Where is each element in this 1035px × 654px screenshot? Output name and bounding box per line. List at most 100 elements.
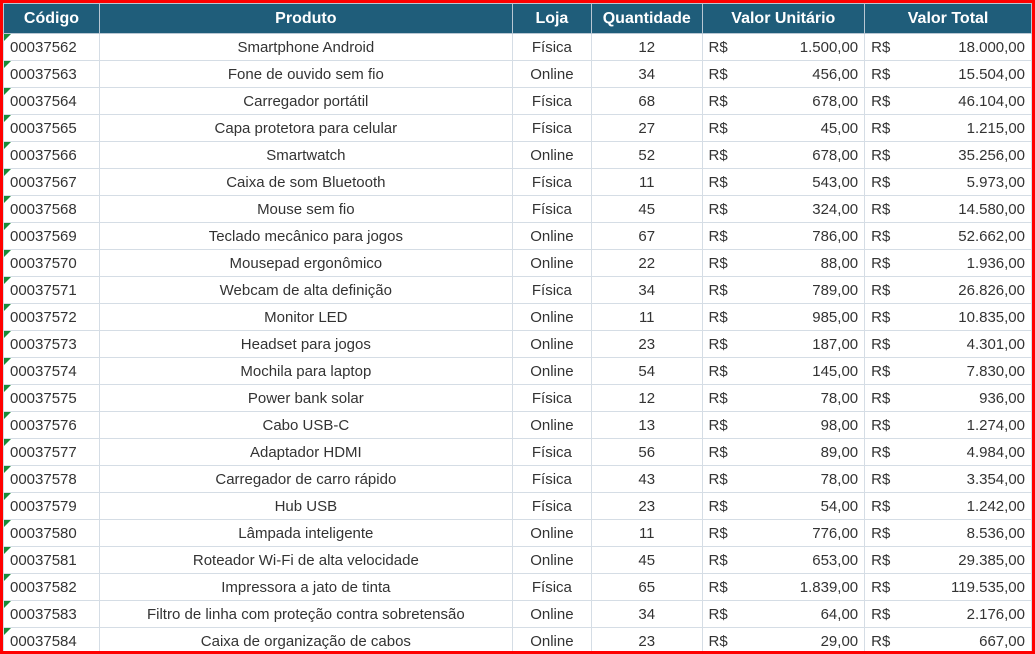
cell-valor-unitario[interactable]: R$64,00 (702, 601, 865, 628)
cell-valor-total[interactable]: R$14.580,00 (865, 196, 1032, 223)
cell-quantidade[interactable]: 27 (592, 115, 703, 142)
cell-loja[interactable]: Online (512, 331, 591, 358)
cell-valor-total[interactable]: R$35.256,00 (865, 142, 1032, 169)
table-row[interactable]: 00037564Carregador portátilFísica68R$678… (4, 88, 1032, 115)
cell-codigo[interactable]: 00037562 (4, 34, 100, 61)
cell-quantidade[interactable]: 34 (592, 601, 703, 628)
table-row[interactable]: 00037581Roteador Wi-Fi de alta velocidad… (4, 547, 1032, 574)
cell-produto[interactable]: Mouse sem fio (99, 196, 512, 223)
cell-loja[interactable]: Online (512, 358, 591, 385)
cell-codigo[interactable]: 00037565 (4, 115, 100, 142)
cell-codigo[interactable]: 00037575 (4, 385, 100, 412)
cell-valor-total[interactable]: R$10.835,00 (865, 304, 1032, 331)
table-row[interactable]: 00037573Headset para jogosOnline23R$187,… (4, 331, 1032, 358)
cell-valor-unitario[interactable]: R$187,00 (702, 331, 865, 358)
cell-produto[interactable]: Filtro de linha com proteção contra sobr… (99, 601, 512, 628)
cell-codigo[interactable]: 00037566 (4, 142, 100, 169)
cell-produto[interactable]: Cabo USB-C (99, 412, 512, 439)
table-row[interactable]: 00037563Fone de ouvido sem fioOnline34R$… (4, 61, 1032, 88)
cell-quantidade[interactable]: 11 (592, 169, 703, 196)
cell-loja[interactable]: Online (512, 520, 591, 547)
cell-valor-unitario[interactable]: R$29,00 (702, 628, 865, 654)
cell-codigo[interactable]: 00037580 (4, 520, 100, 547)
cell-produto[interactable]: Monitor LED (99, 304, 512, 331)
cell-codigo[interactable]: 00037578 (4, 466, 100, 493)
table-row[interactable]: 00037583Filtro de linha com proteção con… (4, 601, 1032, 628)
cell-codigo[interactable]: 00037570 (4, 250, 100, 277)
cell-quantidade[interactable]: 34 (592, 277, 703, 304)
cell-valor-unitario[interactable]: R$789,00 (702, 277, 865, 304)
cell-codigo[interactable]: 00037572 (4, 304, 100, 331)
cell-produto[interactable]: Fone de ouvido sem fio (99, 61, 512, 88)
col-header-produto[interactable]: Produto (99, 4, 512, 34)
cell-produto[interactable]: Adaptador HDMI (99, 439, 512, 466)
cell-valor-total[interactable]: R$15.504,00 (865, 61, 1032, 88)
table-row[interactable]: 00037576Cabo USB-COnline13R$98,00R$1.274… (4, 412, 1032, 439)
cell-quantidade[interactable]: 65 (592, 574, 703, 601)
cell-produto[interactable]: Mousepad ergonômico (99, 250, 512, 277)
cell-quantidade[interactable]: 13 (592, 412, 703, 439)
cell-loja[interactable]: Online (512, 628, 591, 654)
cell-loja[interactable]: Online (512, 601, 591, 628)
cell-produto[interactable]: Power bank solar (99, 385, 512, 412)
cell-produto[interactable]: Impressora a jato de tinta (99, 574, 512, 601)
cell-valor-total[interactable]: R$4.301,00 (865, 331, 1032, 358)
cell-loja[interactable]: Online (512, 223, 591, 250)
cell-quantidade[interactable]: 43 (592, 466, 703, 493)
cell-codigo[interactable]: 00037573 (4, 331, 100, 358)
cell-produto[interactable]: Smartwatch (99, 142, 512, 169)
cell-valor-unitario[interactable]: R$678,00 (702, 88, 865, 115)
cell-quantidade[interactable]: 23 (592, 628, 703, 654)
cell-valor-unitario[interactable]: R$78,00 (702, 466, 865, 493)
cell-produto[interactable]: Roteador Wi-Fi de alta velocidade (99, 547, 512, 574)
cell-quantidade[interactable]: 54 (592, 358, 703, 385)
table-row[interactable]: 00037580Lâmpada inteligenteOnline11R$776… (4, 520, 1032, 547)
cell-loja[interactable]: Física (512, 169, 591, 196)
cell-produto[interactable]: Carregador portátil (99, 88, 512, 115)
cell-valor-unitario[interactable]: R$786,00 (702, 223, 865, 250)
cell-produto[interactable]: Caixa de organização de cabos (99, 628, 512, 654)
table-row[interactable]: 00037579Hub USBFísica23R$54,00R$1.242,00 (4, 493, 1032, 520)
cell-valor-total[interactable]: R$3.354,00 (865, 466, 1032, 493)
cell-quantidade[interactable]: 22 (592, 250, 703, 277)
cell-quantidade[interactable]: 12 (592, 385, 703, 412)
cell-codigo[interactable]: 00037582 (4, 574, 100, 601)
cell-valor-unitario[interactable]: R$985,00 (702, 304, 865, 331)
cell-valor-total[interactable]: R$7.830,00 (865, 358, 1032, 385)
cell-valor-total[interactable]: R$1.274,00 (865, 412, 1032, 439)
cell-loja[interactable]: Física (512, 439, 591, 466)
cell-produto[interactable]: Hub USB (99, 493, 512, 520)
cell-loja[interactable]: Física (512, 466, 591, 493)
cell-valor-total[interactable]: R$2.176,00 (865, 601, 1032, 628)
table-row[interactable]: 00037562Smartphone AndroidFísica12R$1.50… (4, 34, 1032, 61)
col-header-qtd[interactable]: Quantidade (592, 4, 703, 34)
cell-loja[interactable]: Física (512, 88, 591, 115)
cell-codigo[interactable]: 00037583 (4, 601, 100, 628)
cell-valor-unitario[interactable]: R$1.839,00 (702, 574, 865, 601)
cell-codigo[interactable]: 00037568 (4, 196, 100, 223)
table-row[interactable]: 00037565Capa protetora para celularFísic… (4, 115, 1032, 142)
cell-quantidade[interactable]: 52 (592, 142, 703, 169)
cell-loja[interactable]: Física (512, 385, 591, 412)
cell-valor-total[interactable]: R$26.826,00 (865, 277, 1032, 304)
cell-valor-unitario[interactable]: R$145,00 (702, 358, 865, 385)
cell-codigo[interactable]: 00037576 (4, 412, 100, 439)
table-row[interactable]: 00037584Caixa de organização de cabosOnl… (4, 628, 1032, 654)
cell-produto[interactable]: Lâmpada inteligente (99, 520, 512, 547)
cell-codigo[interactable]: 00037574 (4, 358, 100, 385)
cell-quantidade[interactable]: 12 (592, 34, 703, 61)
table-row[interactable]: 00037570Mousepad ergonômicoOnline22R$88,… (4, 250, 1032, 277)
cell-valor-unitario[interactable]: R$89,00 (702, 439, 865, 466)
cell-valor-total[interactable]: R$29.385,00 (865, 547, 1032, 574)
cell-produto[interactable]: Caixa de som Bluetooth (99, 169, 512, 196)
cell-valor-total[interactable]: R$8.536,00 (865, 520, 1032, 547)
table-row[interactable]: 00037575Power bank solarFísica12R$78,00R… (4, 385, 1032, 412)
cell-quantidade[interactable]: 68 (592, 88, 703, 115)
cell-valor-total[interactable]: R$4.984,00 (865, 439, 1032, 466)
cell-valor-total[interactable]: R$46.104,00 (865, 88, 1032, 115)
cell-loja[interactable]: Online (512, 142, 591, 169)
cell-quantidade[interactable]: 23 (592, 331, 703, 358)
cell-valor-total[interactable]: R$5.973,00 (865, 169, 1032, 196)
cell-valor-total[interactable]: R$18.000,00 (865, 34, 1032, 61)
cell-valor-total[interactable]: R$936,00 (865, 385, 1032, 412)
